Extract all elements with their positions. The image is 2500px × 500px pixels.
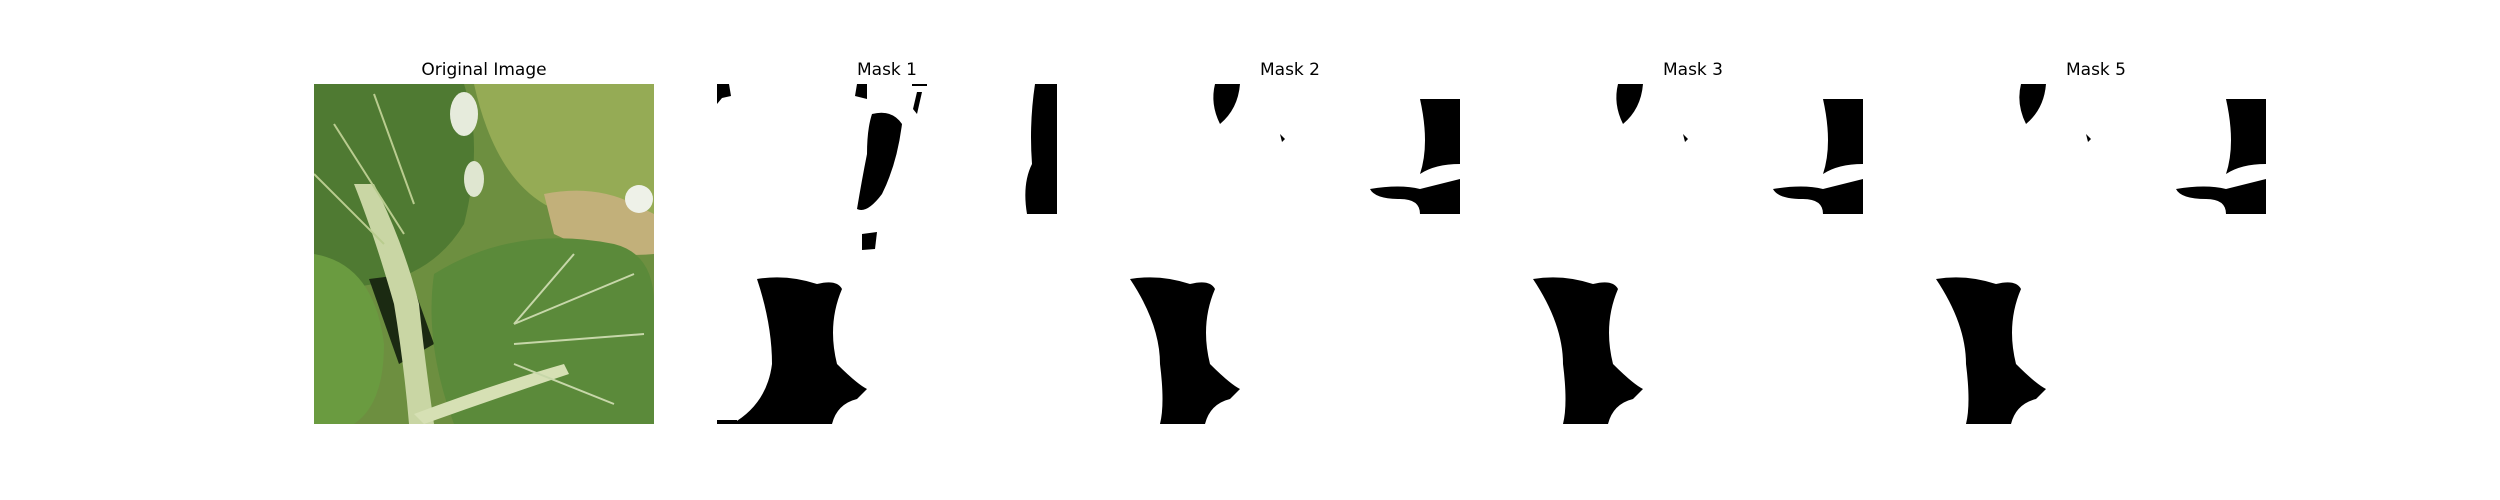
panel-mask-1: Mask 1 — [717, 0, 1057, 500]
panel-mask-3: Mask 3 — [1523, 0, 1863, 500]
mask-5-image — [1926, 84, 2266, 424]
mask-3-image — [1523, 84, 1863, 424]
mask-2-image — [1120, 84, 1460, 424]
panel-title: Mask 5 — [1926, 60, 2266, 80]
mask-1-image — [717, 84, 1057, 424]
panel-title: Mask 2 — [1120, 60, 1460, 80]
panel-title: Original Image — [314, 60, 654, 80]
panel-title: Mask 1 — [717, 60, 1057, 80]
panel-original-image: Original Image — [314, 0, 654, 500]
panel-mask-5: Mask 5 — [1926, 0, 2266, 500]
panel-title: Mask 3 — [1523, 60, 1863, 80]
panel-mask-2: Mask 2 — [1120, 0, 1460, 500]
original-leaf-photo — [314, 84, 654, 424]
